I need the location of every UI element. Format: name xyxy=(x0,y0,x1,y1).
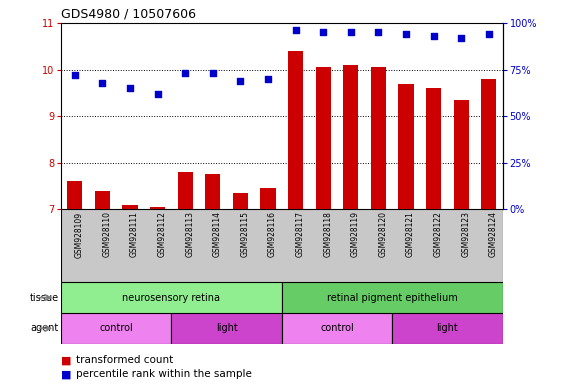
Text: retinal pigment epithelium: retinal pigment epithelium xyxy=(327,293,458,303)
Text: GSM928121: GSM928121 xyxy=(406,212,415,257)
Point xyxy=(263,76,272,82)
Text: tissue: tissue xyxy=(30,293,59,303)
Bar xyxy=(282,282,503,313)
Bar xyxy=(315,67,331,209)
Point xyxy=(236,78,245,84)
Point xyxy=(181,70,190,76)
Text: GSM928109: GSM928109 xyxy=(75,212,84,258)
Point xyxy=(318,29,328,35)
Bar xyxy=(260,188,275,209)
Point xyxy=(457,35,466,41)
Text: GSM928112: GSM928112 xyxy=(157,212,167,257)
Text: GSM928122: GSM928122 xyxy=(433,212,443,257)
Text: ■: ■ xyxy=(61,355,71,365)
Text: light: light xyxy=(436,323,458,333)
Bar xyxy=(95,191,110,209)
Text: GSM928117: GSM928117 xyxy=(296,212,304,257)
Point xyxy=(98,79,107,86)
Bar xyxy=(67,181,83,209)
Text: control: control xyxy=(320,323,354,333)
Point xyxy=(346,29,356,35)
Bar xyxy=(61,282,282,313)
Text: GSM928115: GSM928115 xyxy=(241,212,249,257)
Bar xyxy=(426,88,441,209)
Text: ■: ■ xyxy=(61,369,71,379)
Point xyxy=(125,85,135,91)
Bar xyxy=(399,84,414,209)
Text: GSM928119: GSM928119 xyxy=(351,212,360,257)
Bar xyxy=(233,193,248,209)
Bar xyxy=(282,313,392,344)
Bar xyxy=(371,67,386,209)
Point xyxy=(70,72,80,78)
Point xyxy=(291,27,300,33)
Text: GSM928111: GSM928111 xyxy=(130,212,139,257)
Bar xyxy=(150,207,165,209)
Point xyxy=(374,29,383,35)
Text: neurosensory retina: neurosensory retina xyxy=(123,293,220,303)
Text: GSM928118: GSM928118 xyxy=(323,212,332,257)
Point xyxy=(484,31,493,37)
Text: transformed count: transformed count xyxy=(76,355,173,365)
Bar xyxy=(481,79,496,209)
Bar xyxy=(205,174,220,209)
Text: percentile rank within the sample: percentile rank within the sample xyxy=(76,369,252,379)
Text: control: control xyxy=(99,323,133,333)
Text: light: light xyxy=(216,323,238,333)
Bar xyxy=(178,172,193,209)
Bar xyxy=(61,313,171,344)
Text: GSM928110: GSM928110 xyxy=(102,212,112,257)
Text: GSM928116: GSM928116 xyxy=(268,212,277,257)
Point xyxy=(429,33,438,39)
Text: GSM928124: GSM928124 xyxy=(489,212,498,257)
Bar xyxy=(123,205,138,209)
Bar xyxy=(343,65,358,209)
Text: GSM928114: GSM928114 xyxy=(213,212,222,257)
Point xyxy=(153,91,162,97)
Text: GDS4980 / 10507606: GDS4980 / 10507606 xyxy=(61,7,196,20)
Text: GSM928123: GSM928123 xyxy=(461,212,470,257)
Point xyxy=(401,31,411,37)
Bar xyxy=(454,100,469,209)
Point xyxy=(208,70,217,76)
Bar xyxy=(392,313,503,344)
Bar xyxy=(288,51,303,209)
Text: GSM928113: GSM928113 xyxy=(185,212,194,257)
Bar xyxy=(171,313,282,344)
Text: agent: agent xyxy=(30,323,59,333)
Text: GSM928120: GSM928120 xyxy=(378,212,388,257)
